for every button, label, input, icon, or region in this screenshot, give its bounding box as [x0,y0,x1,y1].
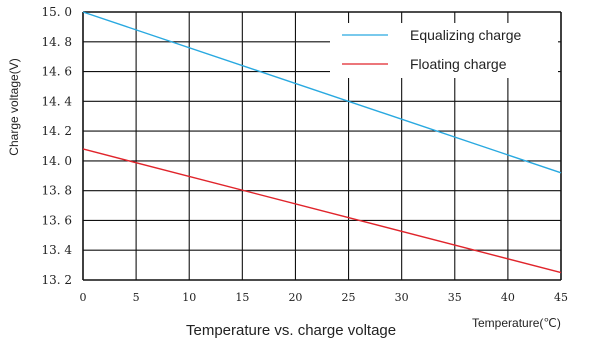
x-tick-label: 25 [342,291,356,304]
y-tick-label: 14. 2 [41,124,72,138]
series-line-equalizing [82,11,562,174]
x-tick-label: 30 [395,291,409,304]
y-axis-label: Charge voltage(V) [7,58,21,155]
series-line-floating [82,148,562,274]
y-tick-label: 13. 4 [41,243,72,257]
x-tick-label: 35 [448,291,462,304]
y-tick-label: 13. 2 [41,273,72,287]
legend-label-floating: Floating charge [410,56,507,72]
y-tick-label: 13. 8 [41,184,72,198]
y-tick-label: 14. 6 [41,65,72,79]
x-tick-label: 45 [554,291,568,304]
x-tick-label: 10 [182,291,196,304]
y-tick-label: 13. 6 [41,213,72,227]
x-tick-label: 20 [288,291,302,304]
x-axis-label: Temperature(℃) [472,316,561,330]
y-tick-label: 14. 0 [41,154,72,168]
legend-label-equalizing: Equalizing charge [410,27,522,43]
x-tick-label: 40 [501,291,515,304]
y-tick-labels: 15. 0 14. 8 14. 6 14. 4 14. 2 14. 0 13. 8 13. 6… [41,5,72,287]
x-tick-label: 5 [133,291,140,304]
legend-background [330,23,558,78]
x-tick-labels: 0 5 10 15 20 25 30 35 40 45 [80,291,569,304]
series-lines [82,11,562,274]
y-tick-label: 15. 0 [41,5,72,19]
x-tick-label: 0 [80,291,87,304]
y-tick-label: 14. 4 [41,94,72,108]
chart-title: Temperature vs. charge voltage [186,322,396,339]
y-tick-label: 14. 8 [41,35,72,49]
x-tick-label: 15 [235,291,249,304]
grid-lines [82,11,562,281]
